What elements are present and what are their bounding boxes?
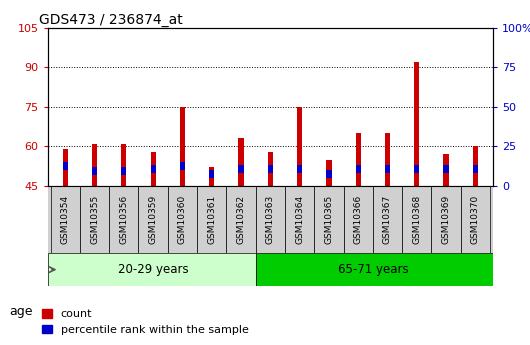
Bar (138, 186, 168, 253)
Bar (473, 165, 478, 173)
Text: 65-71 years: 65-71 years (338, 263, 408, 276)
Bar (92, 167, 97, 175)
Text: GSM10370: GSM10370 (471, 195, 480, 244)
Bar (461, 186, 490, 253)
Text: GSM10364: GSM10364 (295, 195, 304, 244)
Bar (385, 165, 390, 173)
Bar (444, 154, 449, 186)
Text: GSM10355: GSM10355 (90, 195, 99, 244)
Bar (431, 186, 461, 253)
Bar (226, 186, 255, 253)
Text: GSM10356: GSM10356 (119, 195, 128, 244)
Bar (268, 165, 273, 173)
Bar (356, 133, 361, 186)
Text: GDS473 / 236874_at: GDS473 / 236874_at (39, 12, 182, 27)
Bar (402, 186, 431, 253)
Text: GSM10366: GSM10366 (354, 195, 363, 244)
Text: age: age (10, 305, 33, 318)
Bar (238, 165, 244, 173)
Text: 20-29 years: 20-29 years (118, 263, 189, 276)
Bar (51, 186, 80, 253)
Bar (121, 167, 127, 175)
Bar (197, 186, 226, 253)
Bar (63, 149, 68, 186)
Bar (343, 186, 373, 253)
Bar (414, 165, 419, 173)
Text: GSM10361: GSM10361 (207, 195, 216, 244)
Bar (297, 165, 302, 173)
Text: GSM10368: GSM10368 (412, 195, 421, 244)
Bar (255, 253, 522, 286)
Bar (180, 107, 185, 186)
Bar (151, 151, 156, 186)
Bar (209, 170, 214, 178)
Text: GSM10363: GSM10363 (266, 195, 275, 244)
Bar (168, 186, 197, 253)
Bar (444, 165, 449, 173)
Text: GSM10365: GSM10365 (324, 195, 333, 244)
Bar (209, 167, 214, 186)
Bar (285, 186, 314, 253)
Bar (92, 144, 97, 186)
Bar (109, 186, 138, 253)
Bar (326, 170, 332, 178)
Legend: count, percentile rank within the sample: count, percentile rank within the sample (37, 305, 253, 339)
Bar (373, 186, 402, 253)
Bar (180, 162, 185, 170)
Bar (314, 186, 343, 253)
Text: GSM10360: GSM10360 (178, 195, 187, 244)
Bar (255, 186, 285, 253)
Bar (268, 151, 273, 186)
Bar (414, 62, 419, 186)
Bar (473, 146, 478, 186)
Text: GSM10367: GSM10367 (383, 195, 392, 244)
Text: GSM10359: GSM10359 (148, 195, 157, 244)
Text: GSM10369: GSM10369 (441, 195, 450, 244)
Bar (48, 253, 255, 286)
Bar (151, 165, 156, 173)
Bar (121, 144, 127, 186)
Bar (297, 107, 302, 186)
Bar (238, 138, 244, 186)
Bar (356, 165, 361, 173)
Bar (326, 159, 332, 186)
Bar (385, 133, 390, 186)
Text: GSM10362: GSM10362 (236, 195, 245, 244)
Text: GSM10354: GSM10354 (61, 195, 70, 244)
Bar (63, 162, 68, 170)
Bar (80, 186, 109, 253)
